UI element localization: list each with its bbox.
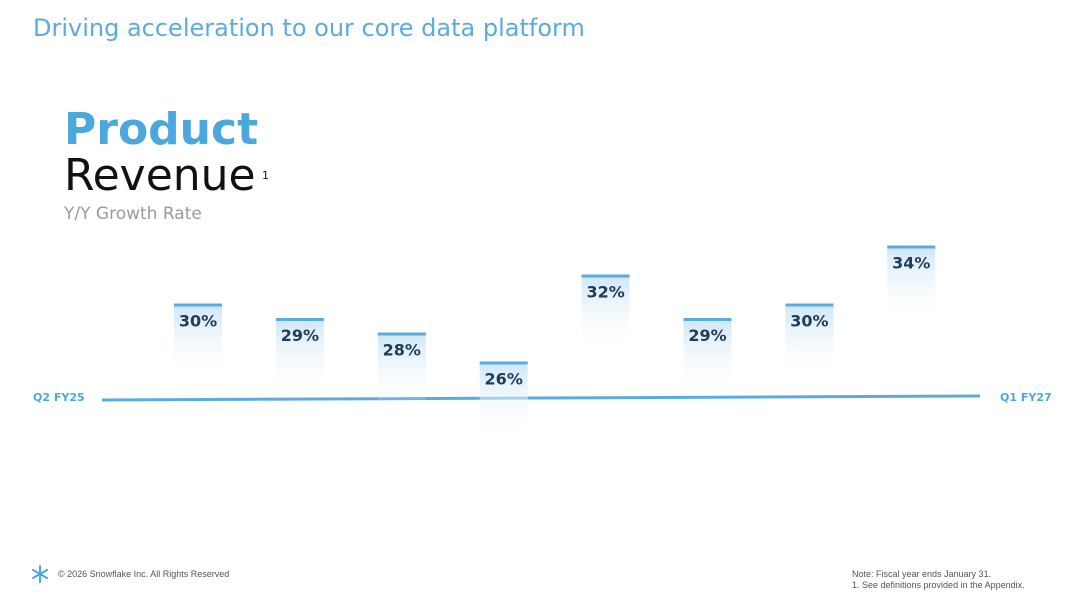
value-label: 32%: [586, 283, 624, 302]
footnote-mark: 1: [262, 169, 269, 182]
bar: [581, 276, 630, 351]
note: Note: Fiscal year ends January 31.: [852, 569, 991, 579]
bar: [479, 363, 528, 438]
bar: [377, 334, 426, 409]
value-label: 29%: [281, 326, 319, 345]
value-label: 26%: [485, 370, 523, 389]
baseline: [101, 394, 981, 402]
slide-title: Driving acceleration to our core data pl…: [33, 14, 585, 42]
chart-subtitle: Y/Y Growth Rate: [63, 204, 202, 224]
value-label: 29%: [688, 326, 726, 345]
bar: [887, 247, 936, 322]
bar: [785, 305, 834, 380]
chart-title-line: Revenue: [64, 150, 256, 201]
bar: [683, 319, 732, 395]
x-end-label: Q2 FY25: [33, 391, 85, 404]
bar: [275, 319, 324, 395]
value-label: 28%: [383, 341, 421, 360]
chart-title-line: Product: [64, 104, 258, 155]
value-label: 34%: [892, 254, 930, 273]
note: 1. See definitions provided in the Appen…: [852, 580, 1025, 590]
x-end-label: Q1 FY27: [1000, 391, 1052, 404]
bar: [174, 305, 222, 380]
value-label: 30%: [179, 312, 217, 331]
value-label: 30%: [790, 312, 828, 331]
copyright: © 2026 Snowflake Inc. All Rights Reserve…: [58, 569, 229, 579]
logo: [32, 565, 48, 583]
